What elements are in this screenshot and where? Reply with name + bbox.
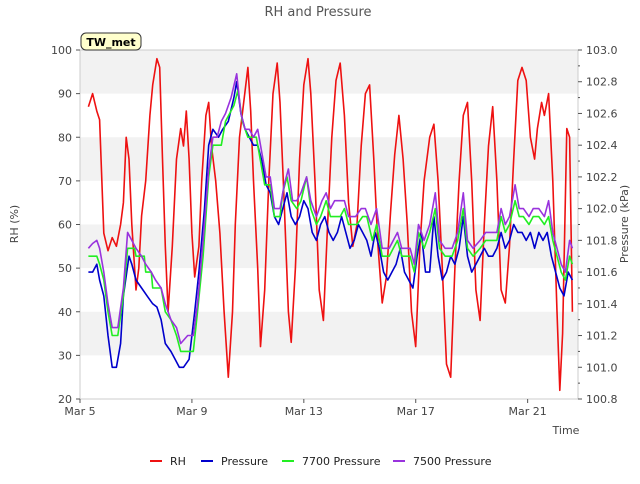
left-tick-label: 70: [58, 175, 72, 188]
grid-band: [80, 311, 578, 356]
right-tick-label: 101.6: [586, 266, 618, 279]
legend-label: Pressure: [221, 455, 268, 468]
right-axis: 100.8 101.0 101.2 101.4 101.6 101.8 102.0 102.2…: [578, 44, 618, 406]
legend-label: RH: [170, 455, 186, 468]
left-tick-label: 50: [58, 262, 72, 275]
left-tick-label: 60: [58, 219, 72, 232]
right-tick-label: 100.8: [586, 393, 618, 406]
series-line-pressure: [88, 80, 574, 369]
grid-band: [80, 137, 578, 181]
station-badge-box: [80, 32, 142, 51]
left-axis-label: RH (%): [8, 205, 21, 243]
left-axis: 20 30 40 50 60 70 80 90 100: [51, 44, 80, 406]
x-axis: Mar 5 Mar 9 Mar 13 Mar 17 Mar 21: [64, 399, 547, 418]
left-tick-label: 40: [58, 306, 72, 319]
station-badge-label: TW_met: [86, 36, 135, 49]
series-layer: [87, 57, 574, 392]
right-tick-label: 103.0: [586, 44, 618, 57]
x-tick-label: Mar 21: [509, 405, 547, 418]
left-tick-label: 90: [58, 88, 72, 101]
chart-title: RH and Pressure: [264, 5, 371, 20]
right-tick-label: 102.2: [586, 171, 618, 184]
right-tick-label: 102.0: [586, 203, 618, 216]
left-tick-label: 100: [51, 44, 72, 57]
left-tick-label: 20: [58, 393, 72, 406]
right-axis-label: Pressure (kPa): [618, 185, 631, 263]
x-tick-label: Mar 9: [176, 405, 207, 418]
grid-band: [80, 50, 578, 94]
station-badge: TW_met: [80, 32, 142, 51]
legend-label: 7500 Pressure: [413, 455, 492, 468]
x-tick-label: Mar 17: [397, 405, 435, 418]
left-tick-label: 80: [58, 131, 72, 144]
legend-label: 7700 Pressure: [302, 455, 381, 468]
legend: RH Pressure 7700 Pressure 7500 Pressure: [150, 455, 492, 468]
series-line-7700-pressure: [88, 88, 574, 353]
right-tick-label: 102.8: [586, 76, 618, 89]
right-tick-label: 101.8: [586, 234, 618, 247]
x-axis-label: Time: [552, 424, 580, 437]
series-line-7500-pressure: [87, 73, 574, 345]
x-tick-label: Mar 5: [64, 405, 95, 418]
right-tick-label: 101.0: [586, 361, 618, 374]
left-tick-label: 30: [58, 349, 72, 362]
series-line-rh: [87, 57, 574, 392]
right-tick-label: 101.4: [586, 298, 618, 311]
x-tick-label: Mar 13: [285, 405, 323, 418]
right-tick-label: 101.2: [586, 330, 618, 343]
right-tick-label: 102.4: [586, 139, 618, 152]
right-tick-label: 102.6: [586, 107, 618, 120]
